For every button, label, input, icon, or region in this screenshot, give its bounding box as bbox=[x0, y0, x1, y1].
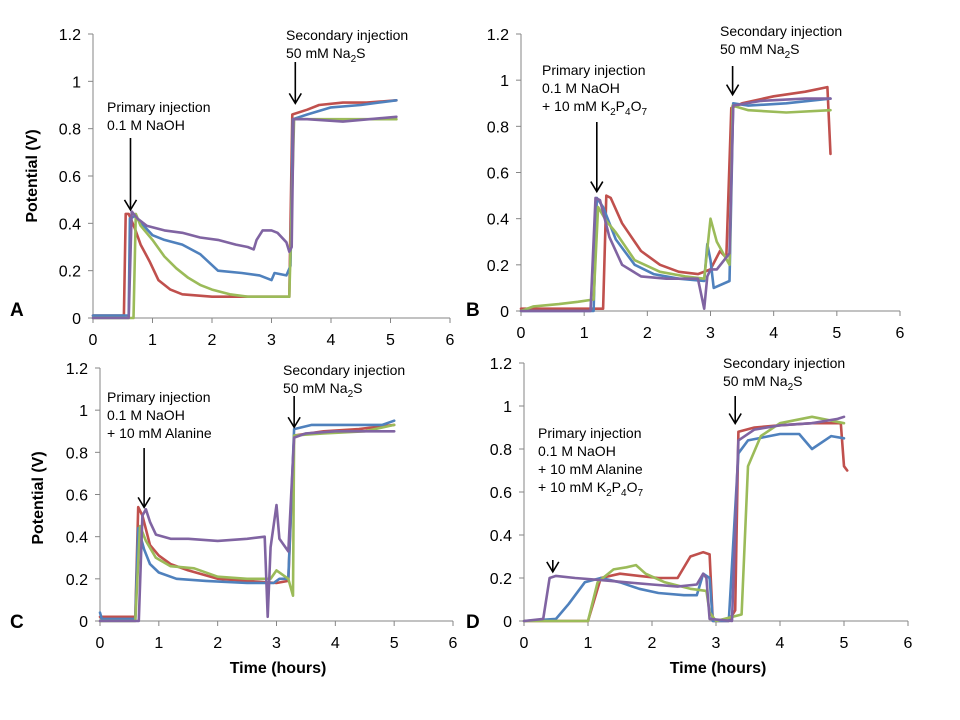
panel-label: A bbox=[10, 300, 24, 321]
series-purple-line bbox=[98, 430, 396, 623]
series-green-line bbox=[522, 415, 846, 623]
x-tick-label: 6 bbox=[904, 635, 913, 652]
y-tick-label: 0.2 bbox=[59, 264, 81, 281]
y-tick-label: 1 bbox=[503, 399, 512, 416]
arrow-head bbox=[728, 413, 742, 426]
panel-b: 0 0.2 0.4 0.6 0.8 1 1.2 0 1 2 3 4 5 6 B Primary injecti… bbox=[466, 23, 905, 342]
y-tick-label: 1.2 bbox=[490, 356, 512, 373]
secondary-injection-annotation: Secondary injection 50 mM Na2S bbox=[283, 362, 405, 400]
arrow-head bbox=[123, 199, 138, 212]
y-tick-label: 0.6 bbox=[66, 488, 88, 505]
series-blue-line bbox=[98, 419, 396, 621]
y-tick-label: 0.2 bbox=[66, 572, 88, 589]
secondary-injection-annotation: Secondary injection 50 mM Na2S bbox=[720, 23, 842, 61]
y-tick-label: 1.2 bbox=[66, 361, 88, 378]
y-tick-label: 1 bbox=[79, 403, 88, 420]
y-tick-label: 0.8 bbox=[59, 122, 81, 139]
series-blue-line bbox=[522, 432, 846, 623]
x-tick-label: 3 bbox=[712, 635, 721, 652]
x-tick-label: 4 bbox=[769, 325, 778, 342]
arrow-head bbox=[288, 92, 302, 105]
y-axis-label: Potential (V) bbox=[24, 129, 41, 222]
primary-injection-annotation: Primary injection 0.1 M NaOH + 10 mM K2P4O… bbox=[542, 62, 647, 118]
primary-injection-annotation: Primary injection 0.1 M NaOH bbox=[107, 99, 210, 133]
y-tick-label: 0.8 bbox=[66, 445, 88, 462]
arrow-head bbox=[287, 416, 301, 429]
x-tick-label: 5 bbox=[390, 635, 399, 652]
x-tick-label: 6 bbox=[449, 635, 458, 652]
y-tick-label: 0 bbox=[503, 614, 512, 631]
x-tick-label: 3 bbox=[267, 332, 276, 349]
x-axis-label: Time (hours) bbox=[670, 660, 767, 677]
x-tick-label: 0 bbox=[89, 332, 98, 349]
y-tick-label: 0.8 bbox=[490, 442, 512, 459]
arrow-head bbox=[137, 496, 151, 509]
x-tick-label: 2 bbox=[643, 325, 652, 342]
x-tick-label: 6 bbox=[446, 332, 455, 349]
y-tick-label: 0 bbox=[72, 311, 81, 328]
x-tick-label: 4 bbox=[327, 332, 336, 349]
arrow-head bbox=[546, 561, 560, 574]
y-tick-label: 0.2 bbox=[490, 571, 512, 588]
arrow-head bbox=[725, 84, 740, 97]
y-tick-label: 0.4 bbox=[59, 216, 81, 233]
panel-d: 0 0.2 0.4 0.6 0.8 1 1.2 0 1 2 3 4 5 6 D Time (hours) Pri… bbox=[466, 355, 913, 677]
y-tick-label: 0.8 bbox=[487, 119, 509, 136]
series-red-line bbox=[91, 99, 398, 317]
y-tick-label: 0.6 bbox=[490, 485, 512, 502]
y-tick-label: 0.4 bbox=[490, 528, 512, 545]
y-tick-label: 1 bbox=[500, 73, 509, 90]
x-tick-label: 1 bbox=[154, 635, 163, 652]
y-tick-label: 0.6 bbox=[59, 169, 81, 186]
primary-injection-annotation: Primary injection 0.1 M NaOH + 10 mM Alani… bbox=[538, 425, 643, 499]
y-tick-label: 1 bbox=[72, 74, 81, 91]
x-axis-label: Time (hours) bbox=[230, 660, 327, 677]
panel-a: 0 0.2 0.4 0.6 0.8 1 1.2 0 1 2 3 4 5 6 A Potential (V) Pr… bbox=[10, 27, 455, 349]
x-tick-label: 2 bbox=[213, 635, 222, 652]
arrow-head bbox=[590, 181, 604, 194]
x-tick-label: 4 bbox=[331, 635, 340, 652]
y-tick-label: 0.4 bbox=[66, 530, 88, 547]
series-purple-line bbox=[91, 115, 398, 320]
panel-label: B bbox=[466, 300, 480, 321]
series-green-line bbox=[519, 104, 832, 313]
x-tick-label: 1 bbox=[584, 635, 593, 652]
panel-label: C bbox=[10, 612, 24, 633]
x-tick-label: 0 bbox=[517, 325, 526, 342]
y-tick-label: 0 bbox=[79, 614, 88, 631]
x-tick-label: 5 bbox=[840, 635, 849, 652]
x-tick-label: 0 bbox=[96, 635, 105, 652]
y-tick-label: 1.2 bbox=[487, 27, 509, 44]
secondary-injection-annotation: Secondary injection 50 mM Na2S bbox=[286, 27, 408, 65]
y-tick-label: 0.2 bbox=[487, 258, 509, 275]
x-tick-label: 6 bbox=[896, 325, 905, 342]
x-tick-label: 3 bbox=[272, 635, 281, 652]
series-purple-line bbox=[522, 415, 846, 623]
x-tick-label: 4 bbox=[776, 635, 785, 652]
y-tick-label: 0.6 bbox=[487, 166, 509, 183]
x-tick-label: 5 bbox=[386, 332, 395, 349]
y-tick-label: 1.2 bbox=[59, 27, 81, 44]
x-tick-label: 2 bbox=[648, 635, 657, 652]
x-tick-label: 2 bbox=[208, 332, 217, 349]
secondary-injection-annotation: Secondary injection 50 mM Na2S bbox=[723, 355, 845, 393]
panel-label: D bbox=[466, 612, 480, 633]
y-tick-label: 0.4 bbox=[487, 212, 509, 229]
x-tick-label: 1 bbox=[148, 332, 157, 349]
panel-c: 0 0.2 0.4 0.6 0.8 1 1.2 0 1 2 3 4 5 6 C Potential (V) Ti… bbox=[10, 361, 458, 677]
y-axis-label: Potential (V) bbox=[30, 451, 47, 544]
series-purple-line bbox=[519, 97, 832, 313]
x-tick-label: 0 bbox=[520, 635, 529, 652]
x-tick-label: 3 bbox=[706, 325, 715, 342]
y-tick-label: 0 bbox=[500, 304, 509, 321]
x-tick-label: 1 bbox=[580, 325, 589, 342]
x-tick-label: 5 bbox=[832, 325, 841, 342]
primary-injection-annotation: Primary injection 0.1 M NaOH + 10 mM Alani… bbox=[107, 389, 212, 441]
